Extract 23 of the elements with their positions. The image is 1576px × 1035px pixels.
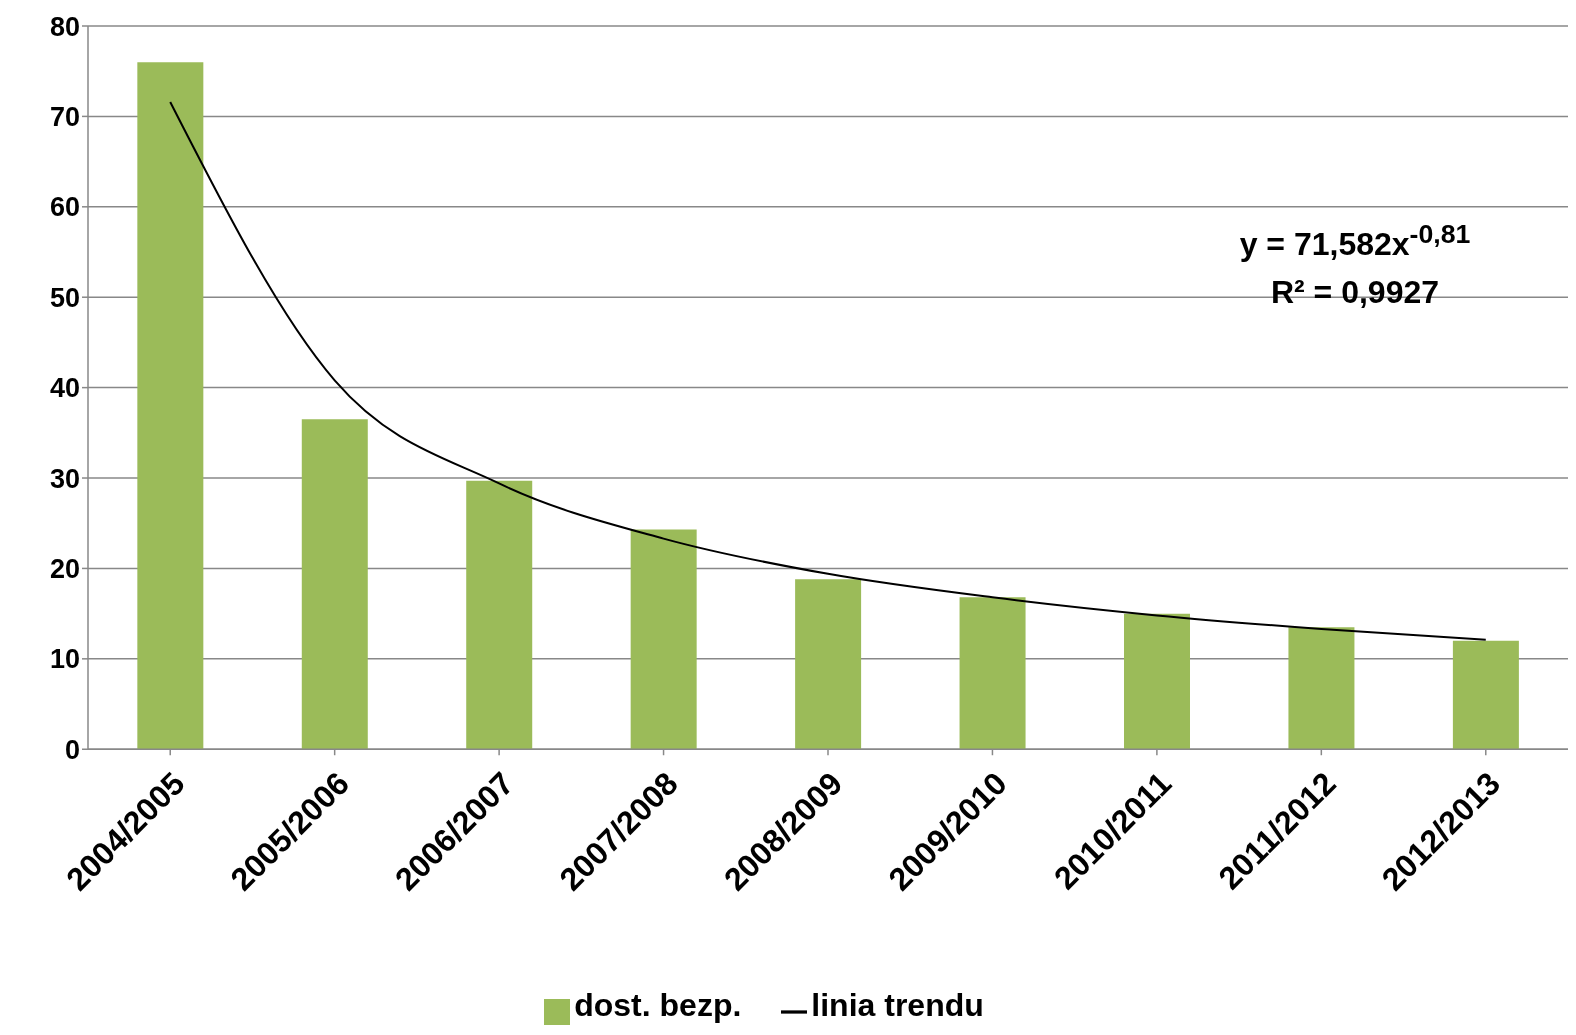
bar <box>795 579 862 750</box>
y-tick-label: 0 <box>64 734 80 765</box>
annotation: y = 71,582x$^{-0,81}$ <box>1238 218 1472 264</box>
bar <box>630 529 697 750</box>
bar <box>137 62 204 750</box>
y-tick-label: 70 <box>49 101 80 132</box>
bar <box>1124 613 1190 750</box>
bar <box>1288 627 1355 750</box>
y-tick-label: 60 <box>49 192 80 223</box>
y-tick-label: 30 <box>49 463 80 494</box>
y-tick-label: 10 <box>49 644 80 675</box>
line-series <box>169 100 1487 641</box>
annotation: R² = 0,9927 <box>1269 272 1441 312</box>
bar <box>466 480 533 750</box>
y-tick-label: 50 <box>49 282 80 313</box>
y-tick-label: 80 <box>49 11 80 42</box>
bar <box>1452 640 1519 750</box>
y-tick-label: 40 <box>49 373 80 404</box>
bar <box>959 597 1026 750</box>
legend-label: dost. bezp. <box>574 987 742 1024</box>
legend-label: linia trendu <box>811 987 984 1024</box>
bar <box>301 419 368 750</box>
y-tick-label: 20 <box>49 554 80 585</box>
